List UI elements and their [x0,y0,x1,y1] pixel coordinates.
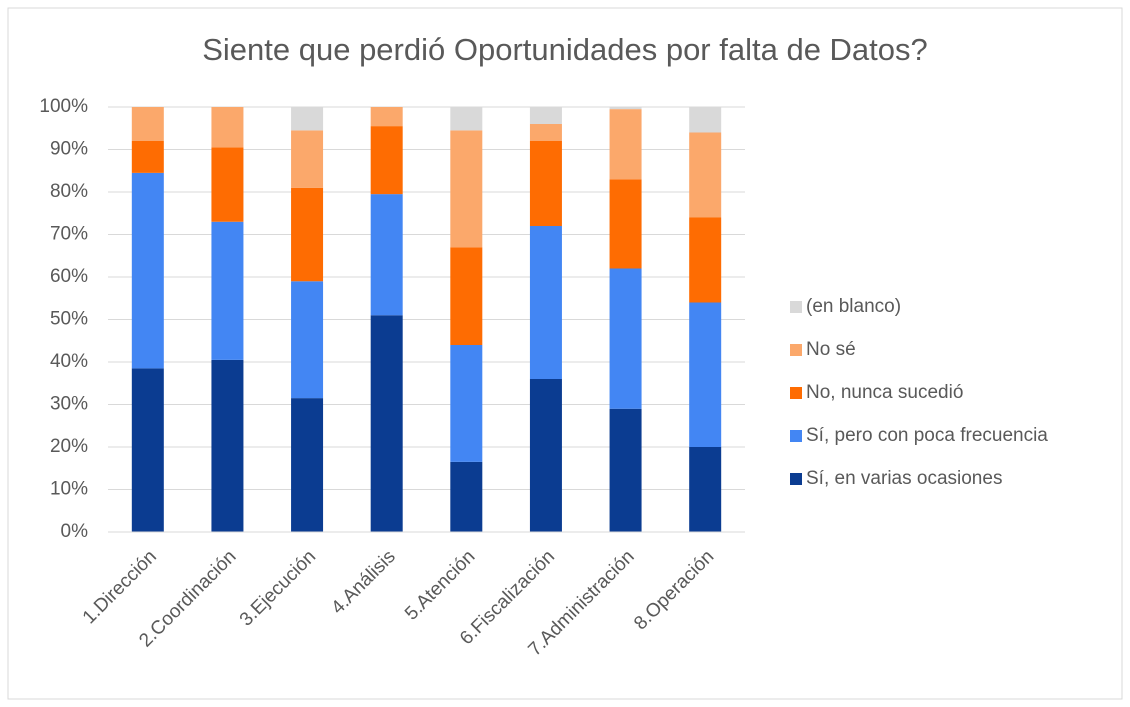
legend-swatch [790,301,802,313]
legend-swatch [790,473,802,485]
bar-segment [211,359,244,532]
bar-segment [450,247,483,345]
bar-segment [370,194,403,316]
bar-segment [689,447,722,532]
legend-label: Sí, en varias ocasiones [806,468,1002,489]
bar-segment [291,107,324,131]
chart-frame [7,7,1123,700]
bar-segment [291,398,324,532]
bar-segment [609,107,642,110]
bar-segment [609,268,642,409]
bar-segment [609,408,642,532]
bar-segment [450,107,483,131]
bar-segment [291,130,324,188]
y-tick-label: 70% [50,224,88,245]
y-tick-label: 80% [50,181,88,202]
bar-segment [211,221,244,360]
bar-segment [131,141,164,173]
bar-segment [689,302,722,447]
legend-label: (en blanco) [806,296,901,317]
bar-segment [609,179,642,269]
bar-segment [450,130,483,248]
bar-segment [291,187,324,282]
bar-segment [689,107,722,133]
bar-segment [529,107,562,124]
chart-title: Siente que perdió Oportunidades por falt… [202,32,928,67]
bar-segment [529,379,562,532]
bar-segment [450,461,483,532]
bar-segment [529,124,562,141]
y-tick-label: 100% [39,96,88,117]
y-tick-label: 90% [50,139,88,160]
bar-segment [131,172,164,369]
legend-swatch [790,387,802,399]
bar-segment [291,281,324,399]
legend-swatch [790,430,802,442]
y-tick-label: 40% [50,351,88,372]
legend-label: No sé [806,339,856,360]
y-tick-label: 10% [50,479,88,500]
bar-segment [211,147,244,222]
bar-segment [370,107,403,127]
bar-segment [370,126,403,195]
y-tick-label: 0% [61,521,89,542]
bar-segment [529,141,562,226]
y-tick-label: 50% [50,309,88,330]
y-tick-label: 60% [50,266,88,287]
bar-segment [609,109,642,180]
bar-segment [450,345,483,462]
bar-segment [689,132,722,218]
bar-segment [689,217,722,303]
bar-segment [370,315,403,532]
legend-label: Sí, pero con poca frecuencia [806,425,1048,446]
bar-segment [131,107,164,141]
y-tick-label: 30% [50,394,88,415]
y-tick-label: 20% [50,436,88,457]
legend-label: No, nunca sucedió [806,382,963,403]
bar-segment [131,368,164,532]
bar-segment [529,226,562,379]
bar-segment [211,107,244,148]
legend-swatch [790,344,802,356]
